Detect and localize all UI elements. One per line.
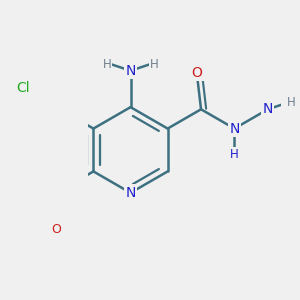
Text: N: N bbox=[229, 122, 240, 136]
Text: H: H bbox=[230, 148, 239, 161]
Text: N: N bbox=[125, 64, 136, 78]
Text: H: H bbox=[150, 58, 159, 71]
Text: O: O bbox=[51, 223, 61, 236]
Text: H: H bbox=[287, 96, 296, 110]
Text: N: N bbox=[262, 102, 273, 116]
Text: Cl: Cl bbox=[16, 81, 30, 95]
Text: N: N bbox=[125, 186, 136, 200]
Text: O: O bbox=[191, 66, 202, 80]
Text: H: H bbox=[103, 58, 111, 71]
